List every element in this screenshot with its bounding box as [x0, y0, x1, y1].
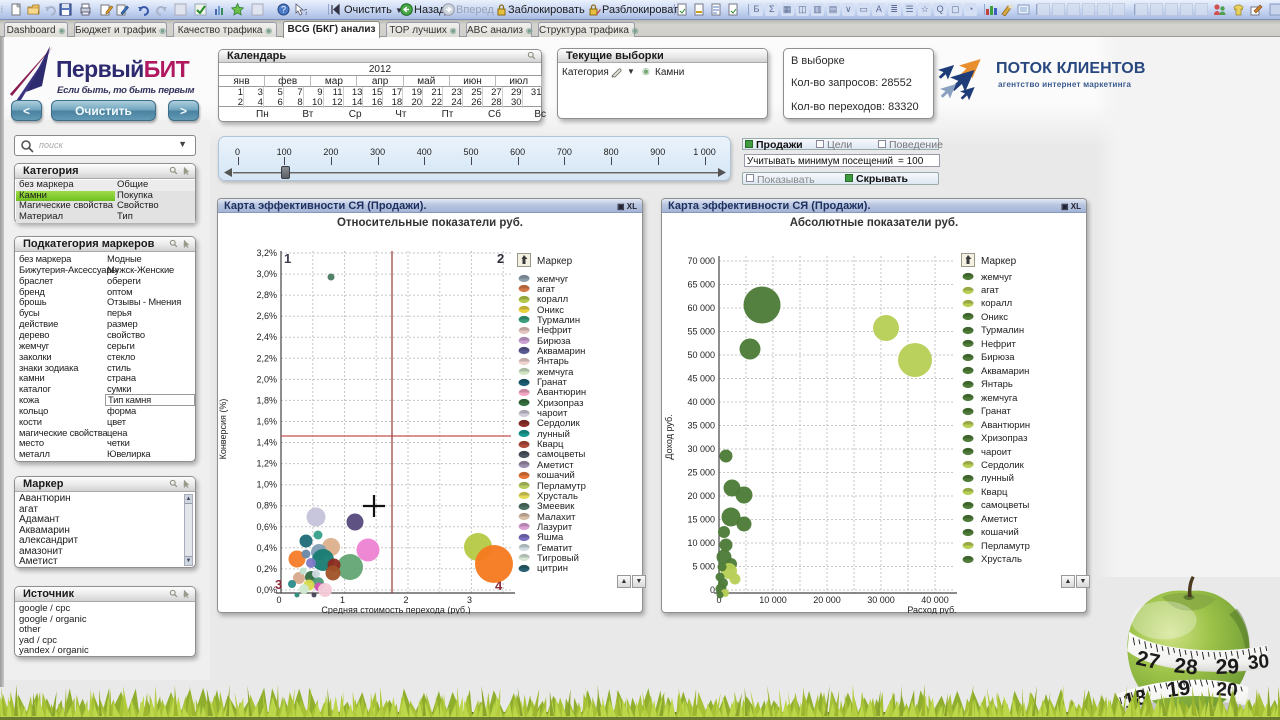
svg-text:0,2%: 0,2%: [256, 564, 277, 574]
svg-text:1,8%: 1,8%: [256, 395, 277, 405]
svg-text:25 000: 25 000: [687, 468, 715, 478]
svg-text:5 000: 5 000: [692, 562, 715, 572]
svg-text:Расход руб.: Расход руб.: [907, 605, 956, 614]
svg-text:2,2%: 2,2%: [256, 353, 277, 363]
svg-text:Доход руб.: Доход руб.: [664, 414, 674, 459]
svg-text:2: 2: [497, 251, 504, 266]
svg-text:?: ?: [304, 8, 307, 16]
svg-text:3: 3: [467, 595, 472, 605]
svg-text:10 000: 10 000: [687, 538, 715, 548]
svg-text:20 000: 20 000: [813, 595, 841, 605]
svg-text:0,0%: 0,0%: [256, 585, 277, 595]
svg-text:50 000: 50 000: [687, 350, 715, 360]
svg-text:1,0%: 1,0%: [256, 480, 277, 490]
svg-text:70 000: 70 000: [687, 256, 715, 266]
svg-text:2,0%: 2,0%: [256, 374, 277, 384]
svg-text:4: 4: [495, 578, 503, 593]
svg-text:20 000: 20 000: [687, 491, 715, 501]
svg-text:1: 1: [340, 595, 345, 605]
svg-text:1,4%: 1,4%: [256, 438, 277, 448]
svg-text:30 000: 30 000: [687, 444, 715, 454]
svg-text:3,2%: 3,2%: [256, 248, 277, 258]
svg-text:2,8%: 2,8%: [256, 290, 277, 300]
svg-text:2: 2: [403, 595, 408, 605]
svg-text:30: 30: [1247, 651, 1270, 674]
svg-text:3,0%: 3,0%: [256, 269, 277, 279]
svg-text:3: 3: [275, 577, 282, 592]
svg-text:60 000: 60 000: [687, 303, 715, 313]
svg-text:2,4%: 2,4%: [256, 332, 277, 342]
svg-text:55 000: 55 000: [687, 327, 715, 337]
svg-text:15 000: 15 000: [687, 515, 715, 525]
svg-text:1,2%: 1,2%: [256, 459, 277, 469]
svg-text:45 000: 45 000: [687, 374, 715, 384]
svg-text:Конверсия (%): Конверсия (%): [218, 399, 228, 460]
svg-text:Средняя стоимость перехода (ру: Средняя стоимость перехода (руб.): [321, 605, 470, 614]
svg-text:0: 0: [716, 595, 721, 605]
svg-text:1,6%: 1,6%: [256, 417, 277, 427]
svg-text:28: 28: [1173, 654, 1199, 679]
svg-text:0: 0: [710, 585, 715, 595]
svg-text:0,4%: 0,4%: [256, 543, 277, 553]
svg-text:1: 1: [284, 251, 291, 266]
svg-text:0,8%: 0,8%: [256, 501, 277, 511]
svg-text:40 000: 40 000: [921, 595, 949, 605]
svg-text:29: 29: [1215, 655, 1239, 679]
svg-text:?: ?: [281, 5, 286, 15]
svg-text:0,6%: 0,6%: [256, 522, 277, 532]
svg-text:2,6%: 2,6%: [256, 311, 277, 321]
svg-text:0: 0: [276, 595, 281, 605]
svg-text:65 000: 65 000: [687, 280, 715, 290]
svg-text:10 000: 10 000: [759, 595, 787, 605]
svg-text:40 000: 40 000: [687, 397, 715, 407]
svg-text:35 000: 35 000: [687, 421, 715, 431]
svg-text:30 000: 30 000: [867, 595, 895, 605]
